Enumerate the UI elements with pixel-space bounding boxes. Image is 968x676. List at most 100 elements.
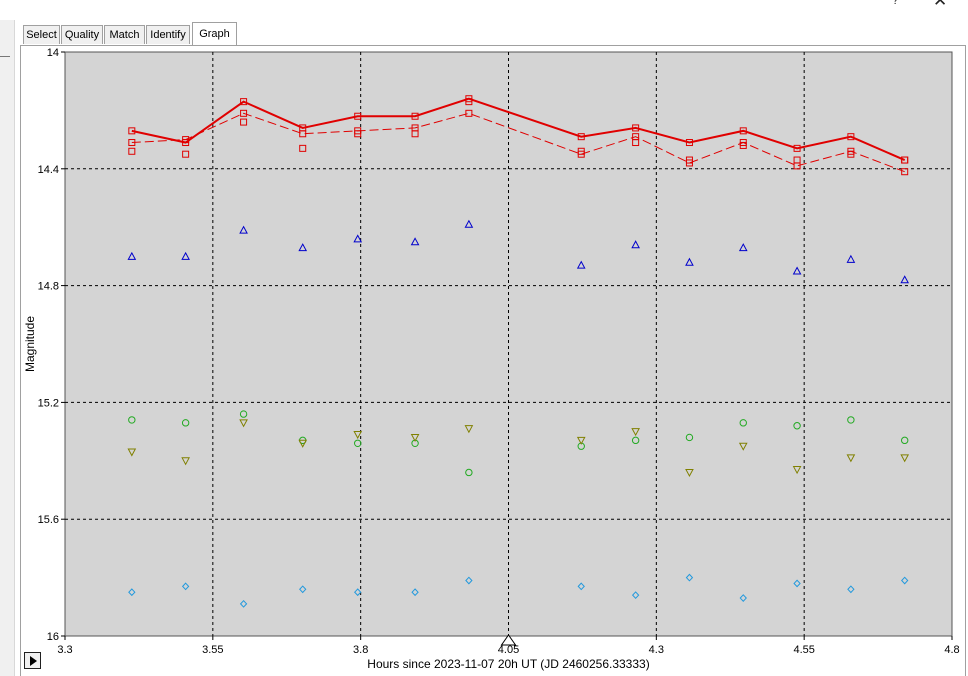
diamond-marker [901, 576, 909, 585]
triangle-up-marker [631, 240, 640, 249]
triangle-down-marker [464, 425, 474, 434]
tab-graph[interactable]: Graph [192, 22, 237, 46]
help-icon[interactable]: ? [892, 0, 899, 7]
square-marker [901, 168, 909, 176]
x-tick-label: 3.3 [57, 644, 72, 656]
triangle-up-marker [900, 275, 910, 284]
series-7 [128, 573, 909, 608]
series-line [131, 97, 906, 161]
square-marker [240, 109, 248, 117]
diamond-marker [465, 576, 473, 585]
series-6 [127, 419, 910, 478]
cursor-triangle-icon[interactable] [500, 634, 517, 646]
axis-ticks: 3.3 3.55 3.8 4.05 4.3 4.55 4.8 14 14.4 14.8 15.2 15… [38, 47, 960, 656]
square-marker [411, 112, 419, 120]
square-marker [793, 144, 801, 152]
x-tick-label: 4.8 [944, 644, 959, 656]
circle-marker [900, 436, 909, 445]
triangle-down-marker [631, 428, 640, 437]
square-marker [577, 147, 585, 155]
tab-select[interactable]: Select [23, 25, 60, 44]
circle-marker [128, 416, 136, 424]
triangle-down-marker [576, 436, 586, 445]
plot-area [64, 51, 953, 637]
square-marker [182, 136, 190, 144]
diamond-marker [411, 588, 419, 597]
square-marker [354, 112, 362, 120]
square-marker [299, 130, 307, 138]
square-marker [411, 130, 419, 138]
square-marker [465, 109, 473, 117]
circle-marker [354, 439, 362, 447]
triangle-down-marker [738, 442, 748, 451]
triangle-up-marker [239, 225, 248, 234]
square-marker [240, 98, 248, 106]
square-marker [847, 133, 855, 141]
circle-marker [239, 410, 248, 418]
triangle-down-marker [792, 466, 802, 475]
diamond-marker [128, 588, 136, 597]
square-marker [128, 127, 136, 135]
series-4 [127, 219, 910, 284]
circle-marker [739, 419, 747, 427]
grid-lines [65, 52, 952, 636]
circle-marker [793, 422, 801, 430]
square-marker [299, 144, 307, 152]
x-axis-label: Hours since 2023-11-07 20h UT (JD 246025… [367, 657, 649, 671]
x-tick-label: 4.55 [793, 644, 814, 656]
triangle-up-marker [298, 243, 308, 252]
triangle-down-marker [127, 448, 137, 457]
x-tick-label: 3.8 [353, 644, 368, 656]
triangle-down-marker [410, 433, 420, 442]
y-tick-label: 14.4 [38, 164, 59, 176]
tab-strip: Select Quality Match Identify Graph [20, 22, 968, 46]
play-icon [30, 656, 37, 666]
triangle-down-marker [900, 454, 910, 463]
square-marker [739, 141, 747, 149]
square-marker [793, 156, 801, 164]
circle-marker [847, 416, 855, 424]
series-3 [128, 98, 909, 164]
window-title-bar: ? ✕ [0, 0, 968, 18]
tab-match[interactable]: Match [104, 25, 145, 44]
series-layer [127, 95, 910, 608]
square-marker [901, 156, 909, 164]
square-marker [354, 130, 362, 138]
diamond-marker [739, 594, 747, 602]
circle-marker [631, 436, 640, 445]
diamond-marker [577, 582, 585, 591]
triangle-up-marker [464, 219, 474, 228]
square-marker [685, 156, 693, 164]
diamond-marker [181, 582, 190, 591]
tab-quality[interactable]: Quality [61, 25, 103, 44]
y-tick-label: 14.8 [38, 281, 59, 293]
diamond-marker [299, 585, 307, 594]
diamond-marker [847, 585, 855, 594]
triangle-down-marker [298, 439, 308, 448]
triangle-down-marker [846, 454, 856, 463]
circle-marker [685, 433, 694, 442]
square-marker [739, 127, 747, 135]
tab-identify[interactable]: Identify [146, 25, 190, 44]
x-tick-label: 4.05 [498, 644, 519, 656]
y-tick-label: 14 [47, 47, 59, 59]
triangle-up-marker [792, 266, 802, 275]
series-line [131, 112, 905, 173]
circle-marker [465, 468, 473, 477]
square-marker [632, 124, 640, 132]
triangle-up-marker [410, 237, 420, 246]
triangle-up-marker [181, 251, 190, 260]
triangle-down-marker [181, 457, 190, 466]
play-button[interactable] [24, 652, 41, 669]
series-1 [128, 95, 909, 164]
triangle-down-marker [353, 431, 363, 440]
square-marker [632, 139, 640, 147]
triangle-up-marker [685, 257, 694, 266]
triangle-up-marker [738, 243, 748, 252]
square-marker [577, 133, 585, 141]
x-tick-label: 4.3 [649, 644, 664, 656]
close-icon[interactable]: ✕ [933, 0, 948, 10]
y-tick-label: 15.2 [38, 397, 59, 409]
triangle-up-marker [127, 251, 137, 260]
